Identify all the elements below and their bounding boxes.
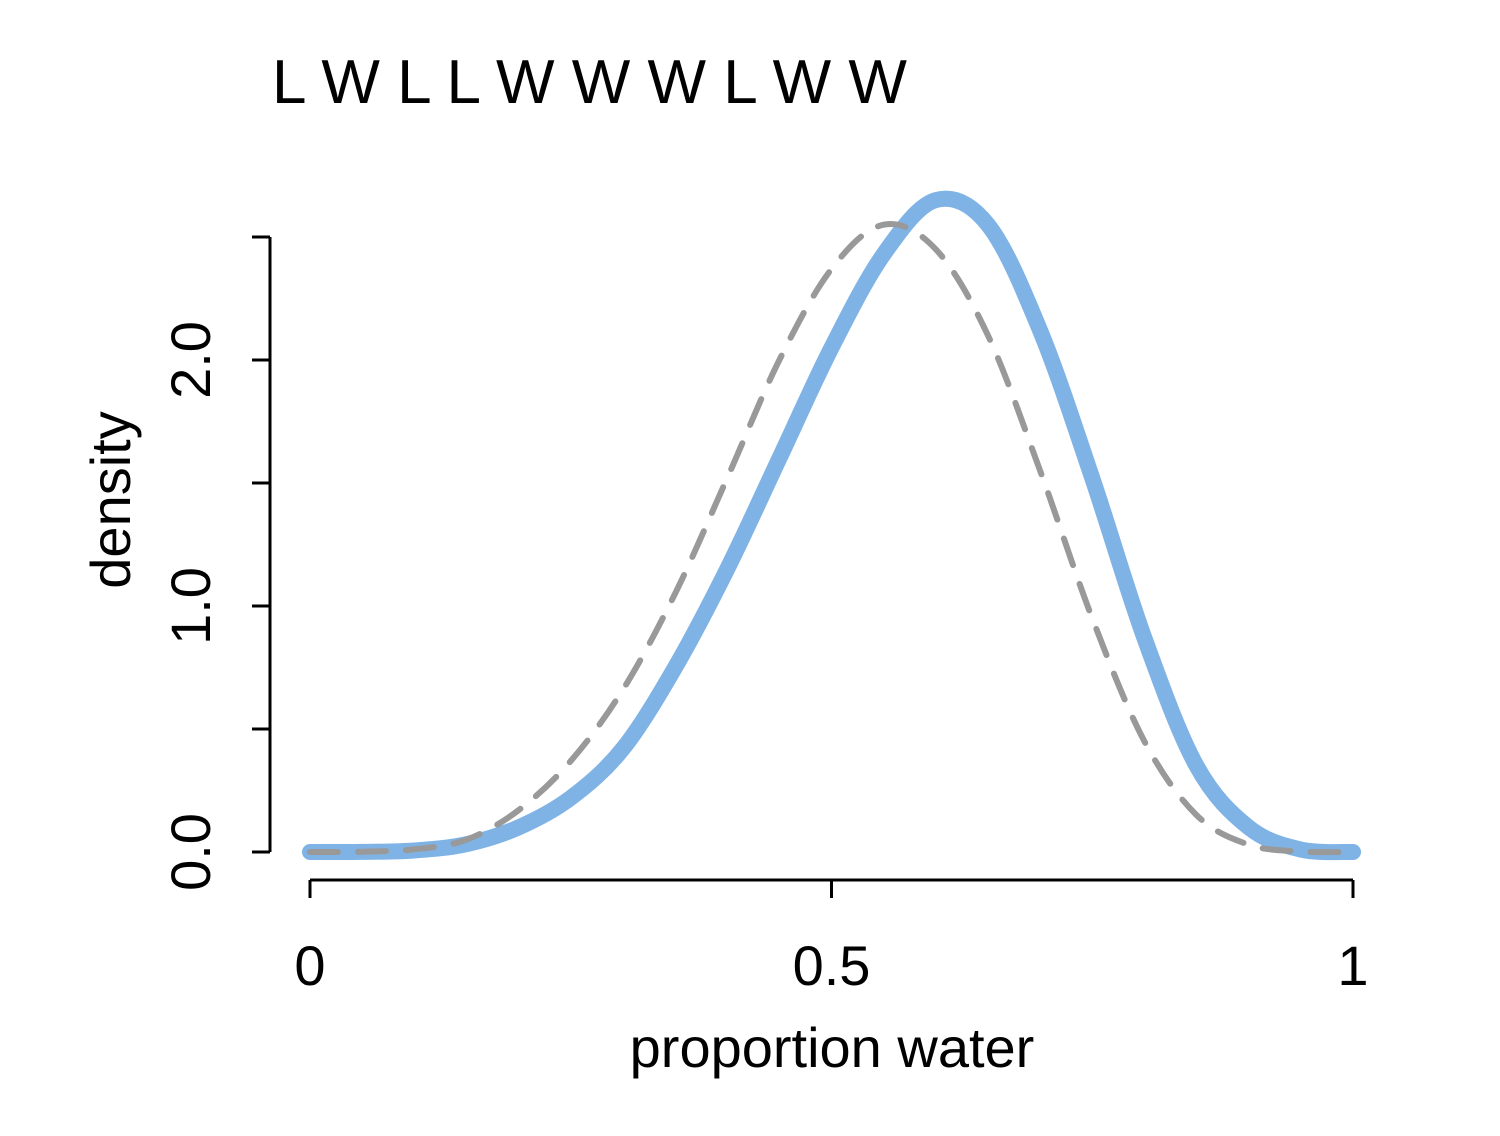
solid-density-line: [302, 190, 1361, 861]
y-axis-title: density: [79, 411, 142, 588]
x-tick-label: 0: [294, 934, 325, 997]
dashed-density-line: [307, 221, 1356, 856]
x-axis-title: proportion water: [630, 1016, 1035, 1079]
x-tick-label: 0.5: [793, 934, 871, 997]
chart-title: L W L L W W W L W W: [272, 48, 907, 117]
y-tick-label: 0.0: [159, 813, 222, 891]
x-tick-label: 1: [1337, 934, 1368, 997]
y-tick-label: 1.0: [159, 567, 222, 645]
x-axis: 0 0.5 1: [294, 878, 1369, 997]
plot-series: [302, 190, 1361, 861]
y-axis: 0.0 1.0 2.0: [159, 235, 272, 891]
y-tick-label: 2.0: [159, 321, 222, 399]
